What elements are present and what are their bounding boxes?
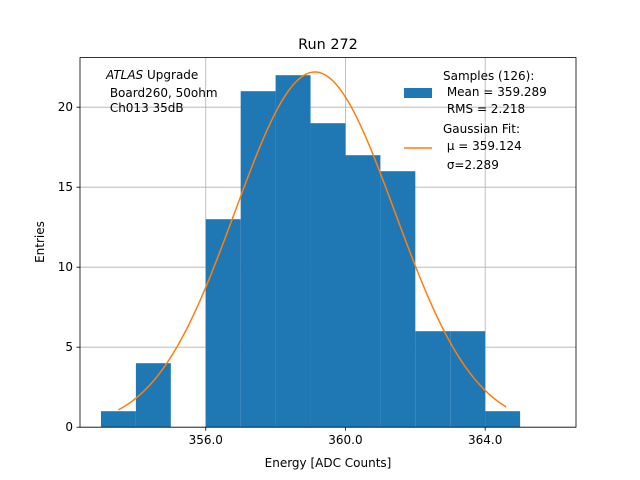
annotation-experiment: ATLAS (105, 68, 144, 82)
histogram-bar-10 (450, 331, 486, 428)
atlas-annotation: ATLAS Upgrade Board260, 50ohm Ch013 35dB (105, 68, 218, 115)
histogram-bars (100, 75, 521, 428)
histogram-bar-3 (205, 219, 241, 428)
histogram-bar-0 (100, 411, 136, 428)
x-tick-label-1: 360.0 (328, 433, 362, 447)
x-axis-ticks: 356.0 360.0 364.0 (189, 427, 502, 447)
y-tick-label-0: 0 (65, 420, 73, 434)
annotation-line-1: ATLAS Upgrade (105, 68, 198, 82)
y-axis-label: Entries (33, 221, 47, 263)
y-tick-label-4: 20 (58, 100, 73, 114)
x-tick-label-2: 364.0 (468, 433, 502, 447)
x-axis-label: Energy [ADC Counts] (265, 456, 392, 470)
histogram-bar-4 (240, 91, 276, 428)
legend-fit-mu: μ = 359.124 (443, 139, 522, 153)
legend-samples-title: Samples (126): (443, 69, 534, 83)
y-tick-label-3: 15 (58, 180, 73, 194)
legend-fit-sigma: σ=2.289 (443, 158, 499, 172)
histogram-bar-1 (135, 363, 171, 428)
y-tick-label-1: 5 (65, 340, 73, 354)
y-tick-label-2: 10 (58, 260, 73, 274)
legend: Samples (126): Mean = 359.289 RMS = 2.21… (404, 69, 547, 172)
histogram-bar-8 (380, 171, 416, 428)
histogram-bar-6 (310, 123, 346, 428)
chart-title: Run 272 (298, 37, 358, 53)
legend-samples-rms: RMS = 2.218 (443, 102, 525, 116)
legend-samples-swatch (404, 88, 432, 98)
y-axis-ticks: 0 5 10 15 20 (58, 100, 80, 434)
annotation-upgrade: Upgrade (143, 68, 198, 82)
annotation-line-2: Board260, 50ohm (106, 86, 218, 100)
plot-frame (79, 57, 577, 428)
histogram-bar-11 (485, 411, 521, 428)
gaussian-fit-curve (118, 71, 507, 411)
legend-samples-mean: Mean = 359.289 (443, 85, 547, 99)
histogram-bar-9 (415, 331, 451, 428)
x-tick-label-0: 356.0 (189, 433, 223, 447)
histogram-bar-7 (345, 155, 381, 428)
legend-fit-title: Gaussian Fit: (443, 122, 520, 136)
histogram-bar-5 (275, 75, 311, 428)
annotation-line-3: Ch013 35dB (106, 101, 184, 115)
